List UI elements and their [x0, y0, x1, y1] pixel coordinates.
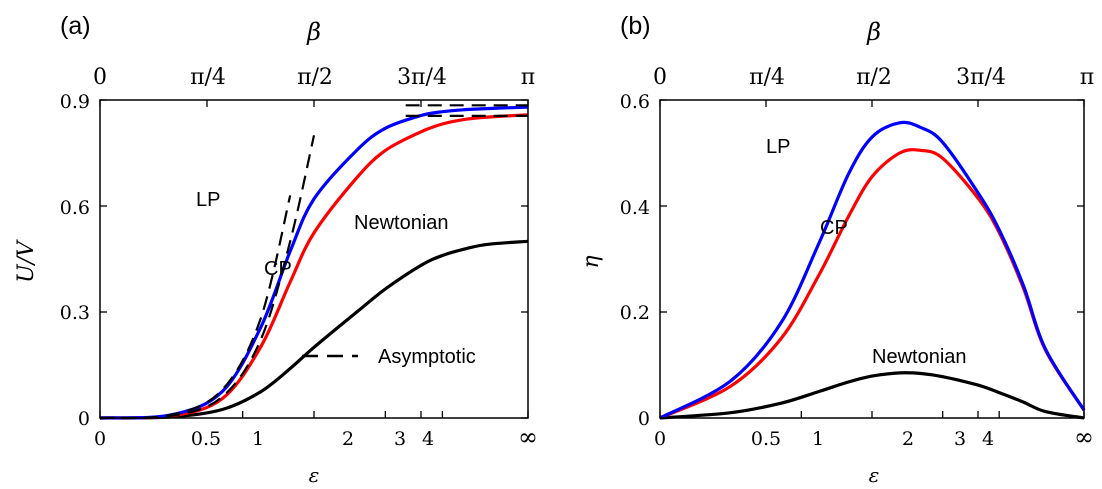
- top-tick-label: π: [1080, 65, 1094, 90]
- top-tick-label: π: [521, 65, 535, 90]
- asymptotic-line-0: [99, 195, 292, 420]
- panel-b: (b) β 0 π/4 π/2 3π/4 π 0 0.2 0.4 0.6 0 0…: [579, 12, 1094, 487]
- y-tick-label: 0.3: [60, 302, 90, 324]
- series-line-newtonian: [99, 239, 529, 420]
- x-tick-label: 0.5: [751, 428, 781, 450]
- series-line-lp: [659, 120, 1086, 420]
- x-tick-label: 0: [654, 428, 666, 450]
- y-tick-label: 0.6: [60, 197, 90, 219]
- x-tick-labels-b: 0 0.5 1 2 3 4 ∞: [654, 423, 1094, 451]
- x-tick-label: 3: [394, 428, 406, 450]
- y-tick-labels-b: 0 0.2 0.4 0.6: [620, 91, 650, 430]
- top-tick-label: 0: [93, 65, 107, 90]
- axis-ticks-a: [99, 99, 529, 419]
- top-axis-label-a: β: [306, 18, 321, 46]
- panel-label-b: (b): [620, 12, 651, 40]
- plot-frame-a: [99, 99, 529, 419]
- newtonian-annotation-a: Newtonian: [354, 212, 449, 234]
- x-tick-label: 0: [94, 428, 106, 450]
- legend-a: Asymptotic: [302, 346, 476, 368]
- asymptotic-line-1: [99, 135, 316, 420]
- x-tick-label: 1: [252, 428, 264, 450]
- x-tick-label: 0.5: [191, 428, 221, 450]
- top-tick-label: 0: [653, 65, 667, 90]
- y-axis-label-b: η: [579, 255, 604, 268]
- series-lines-b: [659, 120, 1086, 420]
- top-tick-labels-a: 0 π/4 π/2 3π/4 π: [93, 65, 535, 90]
- y-tick-labels-a: 0 0.3 0.6 0.9: [60, 91, 90, 430]
- top-tick-label: π/4: [749, 65, 785, 90]
- plot-frame-b: [659, 99, 1085, 419]
- series-lines-a: [99, 104, 529, 420]
- legend-label-asymptotic: Asymptotic: [378, 346, 476, 368]
- top-axis-label-b: β: [866, 18, 881, 46]
- x-tick-label: 3: [954, 428, 966, 450]
- series-line-newtonian: [659, 371, 1085, 420]
- cp-annotation-a: CP: [264, 258, 292, 280]
- y-tick-label: 0.9: [60, 91, 90, 113]
- y-tick-label: 0.2: [620, 302, 650, 324]
- top-tick-label: π/2: [297, 65, 333, 90]
- top-tick-label: π/4: [190, 65, 226, 90]
- series-line-cp: [659, 148, 1086, 420]
- cp-annotation-b: CP: [820, 217, 848, 239]
- newtonian-annotation-b: Newtonian: [872, 346, 967, 368]
- x-tick-label: ∞: [1074, 423, 1094, 451]
- top-tick-label: π/2: [856, 65, 892, 90]
- top-tick-labels-b: 0 π/4 π/2 3π/4 π: [653, 65, 1094, 90]
- series-line-cp: [99, 113, 529, 420]
- lp-annotation-b: LP: [766, 136, 790, 158]
- top-tick-label: 3π/4: [397, 65, 447, 90]
- axis-ticks-b: [659, 99, 1085, 419]
- x-tick-label: 2: [902, 428, 914, 450]
- series-line-lp: [99, 105, 529, 420]
- y-axis-label-a: U/V: [14, 239, 39, 283]
- x-axis-label-a: ε: [309, 463, 320, 487]
- x-tick-label: ∞: [518, 423, 538, 451]
- x-tick-label: 1: [812, 428, 824, 450]
- y-tick-label: 0: [78, 408, 90, 430]
- x-tick-label: 2: [342, 428, 354, 450]
- x-tick-label: 4: [422, 428, 434, 450]
- y-tick-label: 0.4: [620, 197, 650, 219]
- lp-annotation-a: LP: [196, 189, 220, 211]
- y-tick-label: 0: [638, 408, 650, 430]
- x-tick-label: 4: [982, 428, 994, 450]
- x-axis-label-b: ε: [869, 463, 880, 487]
- panel-label-a: (a): [60, 12, 91, 40]
- y-tick-label: 0.6: [620, 91, 650, 113]
- panel-a: (a) β 0 π/4 π/2 3π/4 π 0 0.3 0.6 0.9 0 0…: [14, 12, 538, 487]
- top-tick-label: 3π/4: [956, 65, 1006, 90]
- x-tick-labels-a: 0 0.5 1 2 3 4 ∞: [94, 423, 538, 451]
